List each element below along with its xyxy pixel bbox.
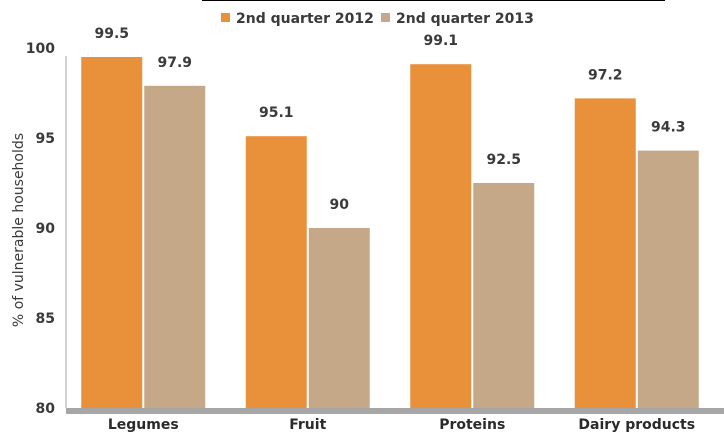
plot-area: 80 85 90 95 100 99.5 97.9 95.1 90 99.1 92.5 97.2 94.… — [26, 26, 724, 432]
legend-label-2013: 2nd quarter 2013 — [396, 11, 534, 27]
data-label: 90 — [330, 197, 350, 213]
x-tick-label: Fruit — [289, 417, 326, 432]
bar-proteins-2012 — [410, 64, 472, 408]
data-label: 94.3 — [651, 120, 686, 136]
legend-label-2012: 2nd quarter 2012 — [236, 11, 374, 27]
y-axis-title: % of vulnerable households — [11, 133, 27, 327]
data-label: 99.5 — [94, 26, 129, 42]
bar-proteins-2013 — [473, 183, 535, 408]
bar-fruit-2013 — [308, 228, 370, 408]
bar-dairy-products-2013 — [637, 150, 699, 408]
x-tick-label: Legumes — [108, 417, 179, 432]
data-label: 99.1 — [423, 33, 458, 49]
bar-legumes-2012 — [81, 57, 143, 408]
y-tick-label: 100 — [26, 41, 55, 57]
x-tick-label: Dairy products — [578, 417, 695, 432]
legend-swatch-2012 — [221, 13, 230, 22]
x-axis-line — [66, 408, 724, 414]
data-label: 95.1 — [259, 105, 294, 121]
y-tick-label: 85 — [36, 311, 55, 327]
bar-dairy-products-2012 — [574, 98, 636, 409]
data-label: 97.2 — [588, 67, 623, 83]
x-tick-label: Proteins — [439, 417, 505, 432]
bar-legumes-2013 — [144, 85, 206, 409]
bar-fruit-2012 — [245, 136, 307, 408]
y-tick-label: 95 — [36, 131, 55, 147]
y-tick-label: 80 — [36, 401, 56, 417]
data-label: 92.5 — [486, 152, 521, 168]
y-tick-label: 90 — [36, 221, 56, 237]
legend: 2nd quarter 2012 2nd quarter 2013 — [221, 11, 534, 27]
legend-swatch-2013 — [381, 13, 390, 22]
data-label: 97.9 — [157, 55, 192, 71]
